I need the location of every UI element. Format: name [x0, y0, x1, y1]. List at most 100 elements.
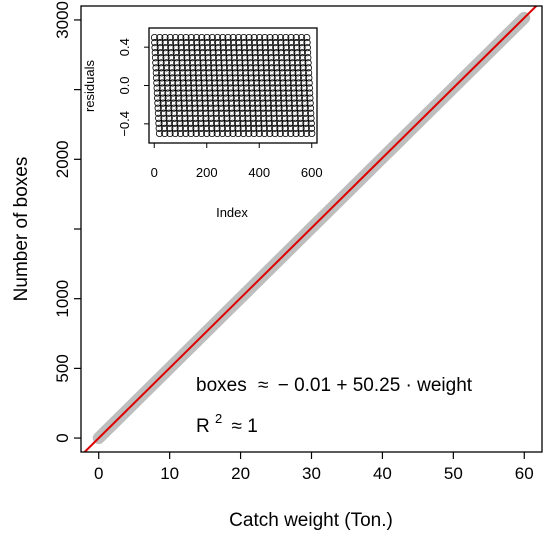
residual-point	[250, 129, 258, 138]
residual-point	[243, 94, 251, 102]
residual-point	[246, 49, 254, 57]
r2-label: R	[196, 416, 210, 437]
residual-point	[268, 79, 276, 87]
residual-point	[192, 119, 200, 127]
residual-point	[256, 54, 265, 62]
residual-point	[189, 69, 197, 77]
regression-line	[83, 6, 538, 452]
residual-point	[220, 54, 228, 62]
residual-point	[177, 49, 186, 57]
residual-point	[242, 69, 250, 77]
residual-point	[254, 109, 262, 117]
residual-point	[198, 44, 206, 52]
residual-point	[172, 54, 181, 62]
residual-point	[239, 114, 247, 122]
residual-point	[195, 79, 203, 87]
residual-point	[264, 104, 273, 112]
residual-point	[219, 44, 227, 52]
residual-point	[169, 89, 177, 97]
residual-point	[222, 89, 230, 97]
residual-point	[178, 59, 186, 67]
residual-point	[188, 54, 196, 62]
residual-point	[236, 59, 244, 67]
residual-point	[277, 54, 286, 62]
residual-point	[304, 64, 312, 72]
residual-point	[275, 104, 283, 112]
residual-point	[220, 64, 228, 72]
residual-point	[225, 59, 233, 67]
residual-point	[265, 109, 273, 117]
residual-point	[264, 89, 272, 97]
residual-point	[177, 39, 185, 47]
residual-point	[155, 124, 163, 132]
residual-point	[216, 84, 224, 92]
residual-point	[190, 94, 199, 102]
residual-point	[243, 99, 251, 107]
residual-point	[270, 119, 279, 127]
residual-point	[228, 104, 236, 112]
residual-point	[273, 74, 281, 82]
residual-point	[238, 99, 246, 107]
residual-point	[186, 119, 195, 127]
residual-point	[263, 74, 271, 82]
residual-point	[240, 44, 248, 52]
residual-point	[289, 79, 297, 87]
residual-point	[297, 33, 306, 42]
residual-point	[187, 33, 195, 42]
residual-point	[179, 84, 187, 92]
residual-point	[221, 74, 229, 82]
residual-point	[156, 44, 164, 52]
residual-point	[214, 39, 222, 47]
residual-point	[295, 84, 303, 92]
residual-point	[234, 119, 242, 127]
residual-point	[222, 94, 230, 102]
residual-point	[210, 74, 218, 82]
residual-point	[177, 33, 185, 42]
residual-point	[292, 129, 300, 138]
residual-point	[253, 94, 262, 102]
residual-point	[290, 89, 298, 97]
residual-point	[290, 99, 299, 107]
residual-point	[192, 129, 200, 138]
residual-point	[265, 124, 274, 132]
residual-point	[240, 49, 249, 57]
residual-point	[198, 33, 206, 42]
residual-point	[292, 124, 300, 132]
residual-point	[222, 104, 231, 112]
residual-point	[188, 49, 196, 57]
residual-point	[237, 79, 245, 87]
residual-point	[193, 49, 201, 57]
residual-point	[245, 39, 253, 47]
residual-point	[223, 114, 231, 122]
inset-y-axis-label: residuals	[82, 59, 97, 112]
residual-point	[235, 39, 243, 47]
residual-point	[218, 114, 226, 122]
residual-point	[182, 129, 190, 138]
residual-point	[303, 39, 311, 47]
residual-point	[191, 99, 199, 107]
residual-point	[180, 94, 188, 102]
residual-point	[187, 129, 195, 138]
residual-point	[182, 33, 190, 42]
residual-point	[204, 49, 212, 57]
residual-point	[236, 64, 244, 72]
residual-point	[252, 64, 260, 72]
residual-point	[206, 99, 215, 107]
residual-point	[158, 74, 166, 82]
residual-point	[208, 124, 216, 132]
residual-point	[176, 114, 184, 122]
residual-point	[245, 33, 253, 42]
residual-point	[231, 69, 239, 77]
residual-point	[268, 74, 276, 82]
residual-point	[207, 119, 216, 127]
residual-point	[177, 44, 185, 52]
residual-point	[283, 64, 291, 72]
residual-point	[306, 99, 314, 107]
residual-point	[194, 59, 202, 67]
residual-point	[282, 49, 291, 57]
residual-point	[234, 129, 242, 138]
residual-point	[287, 129, 295, 138]
residual-point	[184, 79, 192, 87]
residual-point	[215, 64, 223, 72]
residual-point	[208, 33, 216, 42]
